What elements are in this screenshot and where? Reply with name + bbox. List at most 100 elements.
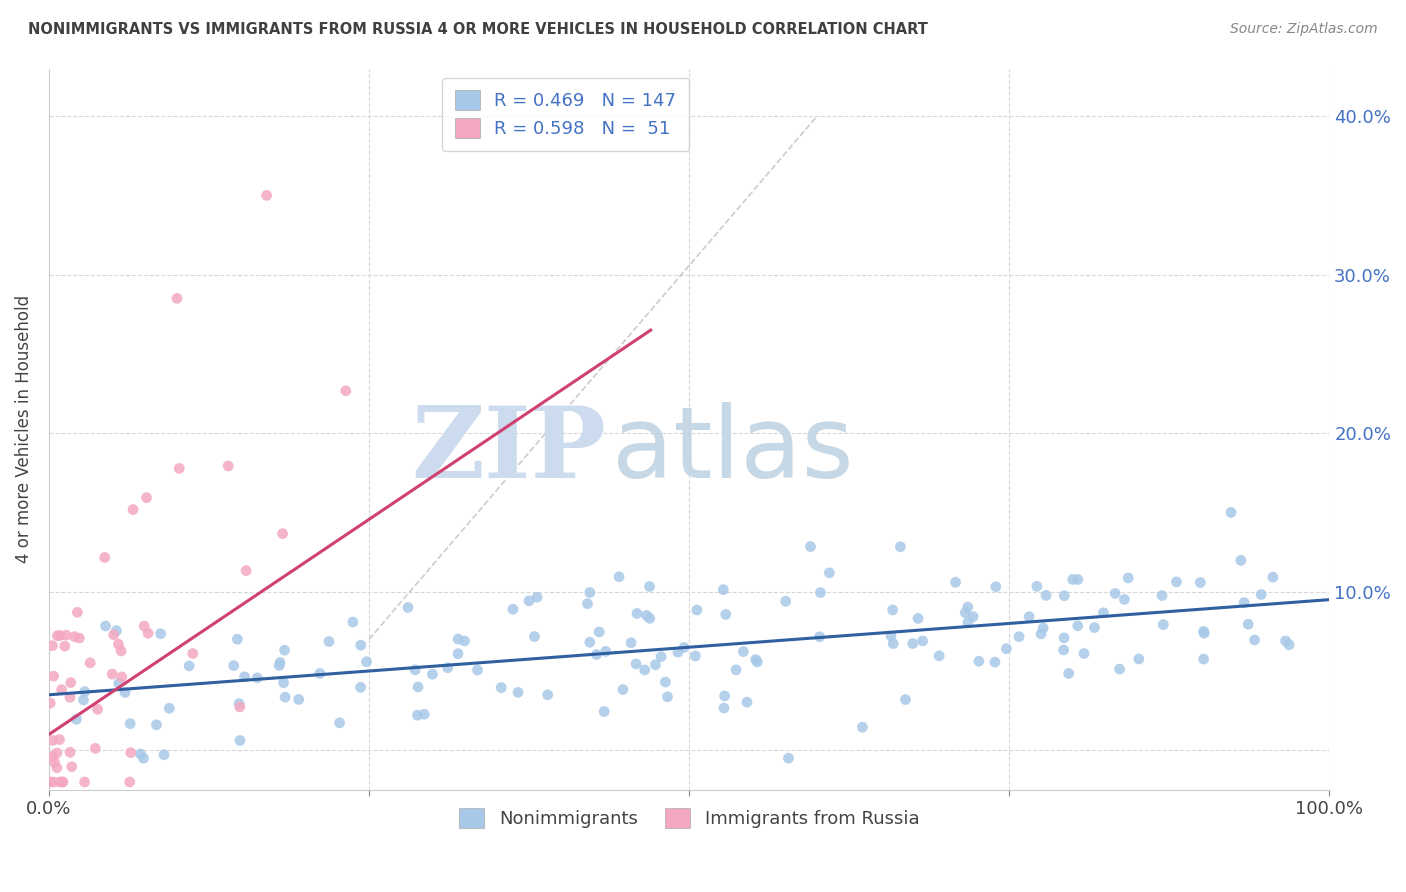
Point bbox=[342, 615, 364, 629]
Point bbox=[51, 682, 73, 697]
Point bbox=[1053, 589, 1076, 603]
Point bbox=[1237, 617, 1260, 632]
Point bbox=[229, 733, 252, 747]
Point bbox=[53, 639, 76, 653]
Point bbox=[84, 741, 107, 756]
Point bbox=[118, 775, 141, 789]
Point bbox=[335, 384, 357, 398]
Text: Source: ZipAtlas.com: Source: ZipAtlas.com bbox=[1230, 22, 1378, 37]
Point bbox=[1018, 609, 1040, 624]
Point bbox=[1274, 633, 1296, 648]
Point bbox=[153, 747, 176, 762]
Point bbox=[595, 644, 617, 658]
Point bbox=[799, 540, 821, 554]
Point bbox=[1114, 592, 1136, 607]
Point bbox=[453, 634, 475, 648]
Point bbox=[55, 628, 77, 642]
Point bbox=[638, 580, 661, 594]
Point bbox=[907, 611, 929, 625]
Point bbox=[882, 637, 904, 651]
Point bbox=[63, 630, 86, 644]
Point bbox=[149, 626, 172, 640]
Point bbox=[956, 600, 979, 615]
Point bbox=[356, 655, 378, 669]
Point bbox=[1152, 617, 1174, 632]
Point bbox=[711, 582, 734, 597]
Point bbox=[73, 775, 96, 789]
Point bbox=[329, 715, 352, 730]
Point bbox=[1092, 606, 1115, 620]
Point bbox=[579, 635, 602, 649]
Point bbox=[1192, 652, 1215, 666]
Point bbox=[94, 619, 117, 633]
Point bbox=[666, 645, 689, 659]
Point bbox=[105, 624, 128, 638]
Point bbox=[588, 624, 610, 639]
Point bbox=[911, 634, 934, 648]
Point bbox=[42, 775, 65, 789]
Point bbox=[101, 667, 124, 681]
Point bbox=[1035, 588, 1057, 602]
Point bbox=[73, 684, 96, 698]
Point bbox=[233, 670, 256, 684]
Point bbox=[775, 594, 797, 608]
Point bbox=[1116, 571, 1139, 585]
Point bbox=[39, 775, 62, 789]
Point bbox=[657, 690, 679, 704]
Point bbox=[638, 611, 661, 625]
Point bbox=[309, 666, 332, 681]
Text: ZIP: ZIP bbox=[411, 402, 606, 500]
Point bbox=[579, 585, 602, 599]
Point bbox=[166, 292, 188, 306]
Point bbox=[1025, 579, 1047, 593]
Point bbox=[636, 608, 658, 623]
Point bbox=[1052, 643, 1074, 657]
Point bbox=[120, 746, 142, 760]
Point bbox=[42, 669, 65, 683]
Point bbox=[808, 630, 831, 644]
Point bbox=[1152, 589, 1174, 603]
Point bbox=[273, 675, 295, 690]
Point bbox=[107, 676, 129, 690]
Point bbox=[103, 628, 125, 642]
Point bbox=[1029, 627, 1052, 641]
Point bbox=[517, 594, 540, 608]
Point bbox=[984, 580, 1007, 594]
Point bbox=[269, 656, 291, 670]
Point bbox=[955, 606, 977, 620]
Point bbox=[626, 607, 648, 621]
Point bbox=[735, 695, 758, 709]
Point bbox=[181, 647, 204, 661]
Point bbox=[1192, 624, 1215, 639]
Point bbox=[585, 648, 607, 662]
Point bbox=[1278, 638, 1301, 652]
Point bbox=[650, 649, 672, 664]
Point bbox=[59, 745, 82, 759]
Point bbox=[506, 685, 529, 699]
Point bbox=[713, 701, 735, 715]
Point bbox=[65, 712, 87, 726]
Point bbox=[673, 640, 696, 655]
Point bbox=[1067, 619, 1090, 633]
Point bbox=[51, 775, 73, 789]
Point bbox=[228, 697, 250, 711]
Point bbox=[1220, 506, 1243, 520]
Text: atlas: atlas bbox=[612, 402, 853, 500]
Point bbox=[167, 461, 190, 475]
Point bbox=[725, 663, 748, 677]
Point bbox=[851, 720, 873, 734]
Point bbox=[48, 732, 70, 747]
Point bbox=[129, 747, 152, 761]
Point bbox=[1250, 587, 1272, 601]
Point bbox=[1261, 570, 1284, 584]
Point bbox=[1067, 573, 1090, 587]
Point bbox=[894, 692, 917, 706]
Point bbox=[134, 619, 156, 633]
Point bbox=[406, 680, 429, 694]
Point bbox=[945, 575, 967, 590]
Point bbox=[984, 655, 1007, 669]
Point bbox=[644, 657, 666, 672]
Y-axis label: 4 or more Vehicles in Household: 4 or more Vehicles in Household bbox=[15, 295, 32, 563]
Point bbox=[42, 733, 65, 747]
Point bbox=[45, 761, 67, 775]
